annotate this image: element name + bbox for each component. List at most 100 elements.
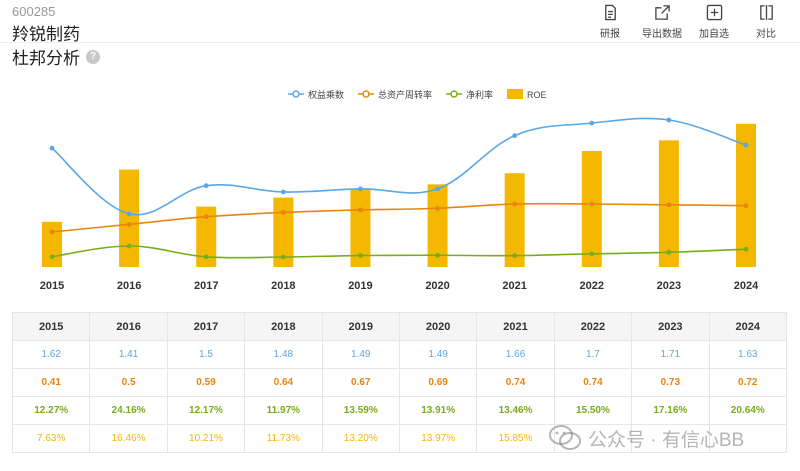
roe-bar[interactable] — [736, 123, 756, 267]
net-margin-point[interactable] — [743, 246, 749, 252]
table-cell: 16.46% — [89, 424, 168, 453]
watermark: 公众号 · 有信心BB — [548, 424, 744, 452]
header-divider — [0, 42, 800, 43]
asset-turnover-point[interactable] — [666, 202, 672, 208]
legend-label: 净利率 — [466, 89, 493, 100]
compare-button[interactable]: 对比 — [740, 4, 792, 40]
x-axis-ticks: 2015 2016 2017 2018 2019 2020 2021 2022 2023 2024 — [40, 280, 759, 292]
net-margin-point[interactable] — [666, 249, 672, 255]
legend-item[interactable]: 总资产周转率 — [358, 89, 432, 100]
legend-item[interactable]: ROE — [507, 89, 547, 100]
stock-name: 羚锐制药 — [12, 25, 80, 44]
table-cell: 24.16% — [89, 396, 168, 425]
legend-swatch-dot — [292, 90, 300, 98]
dupont-table: 2015 2016 2017 2018 2019 2020 2021 2022 2023 2024… — [11, 312, 788, 453]
table-cell: 2016 — [89, 312, 168, 341]
equity-multiplier-point[interactable] — [589, 120, 595, 126]
legend-label: 权益乘数 — [308, 89, 344, 100]
net-margin-point[interactable] — [126, 243, 132, 249]
roe-bar[interactable] — [427, 184, 448, 267]
table-cell: 2023 — [631, 312, 710, 341]
net-margin-point[interactable] — [512, 253, 518, 259]
roe-bar[interactable] — [196, 206, 217, 267]
net-margin-point[interactable] — [280, 254, 286, 260]
table-cell: 0.67 — [321, 368, 400, 397]
toolbar: 研报 导出数据 加自选 对比 — [584, 4, 792, 40]
table-cell — [631, 424, 710, 453]
legend-swatch — [507, 89, 523, 99]
roe-bars — [42, 123, 756, 267]
asset-turnover-point[interactable] — [435, 205, 440, 211]
asset-turnover-point[interactable] — [743, 203, 749, 209]
table-cell: 2019 — [321, 312, 400, 341]
net-margin-point[interactable] — [49, 254, 55, 260]
equity-multiplier-point[interactable] — [203, 183, 209, 189]
asset-turnover-point[interactable] — [49, 229, 55, 235]
help-icon[interactable]: ? — [86, 49, 100, 64]
x-tick-label: 2024 — [734, 280, 759, 292]
table-cell: 0.69 — [398, 368, 478, 397]
table-cell: 1.41 — [89, 340, 168, 369]
legend-item[interactable]: 净利率 — [446, 89, 493, 100]
net-margin-point[interactable] — [589, 251, 595, 257]
export-button[interactable]: 导出数据 — [636, 4, 688, 40]
table-cell: 15.50% — [553, 396, 633, 425]
wechat-icon — [549, 425, 581, 450]
table-cell: 1.71 — [631, 340, 710, 369]
table-row-equity-multiplier: 1.62 1.41 1.5 1.48 1.49 1.49 1.66 1.7 1.71 1.63 — [11, 340, 788, 369]
roe-bar[interactable] — [273, 197, 294, 267]
equity-multiplier-point[interactable] — [666, 117, 672, 123]
watermark-text: 公众号 · 有信心BB — [588, 429, 745, 451]
table-cell: 11.73% — [244, 424, 323, 453]
net-margin-point[interactable] — [358, 253, 363, 258]
roe-bar[interactable] — [581, 151, 602, 267]
chart-lines — [49, 117, 749, 260]
table-cell: 0.59 — [166, 368, 246, 397]
table-cell: 2015 — [11, 312, 91, 341]
equity-multiplier-point[interactable] — [435, 186, 440, 192]
table-cell: 17.16% — [631, 396, 710, 425]
asset-turnover-point[interactable] — [203, 214, 209, 220]
equity-multiplier-point[interactable] — [126, 211, 132, 217]
asset-turnover-point[interactable] — [126, 221, 132, 227]
legend-swatch-dot — [450, 90, 458, 98]
equity-multiplier-point[interactable] — [49, 145, 55, 151]
x-tick-label: 2019 — [348, 280, 372, 292]
section-title: 杜邦分析 ? — [12, 44, 100, 69]
roe-bar[interactable] — [504, 173, 525, 267]
table-header-row: 2015 2016 2017 2018 2019 2020 2021 2022 2023 2024 — [11, 312, 788, 341]
table-cell: 1.63 — [708, 340, 788, 369]
roe-bar[interactable] — [119, 169, 140, 267]
export-icon — [654, 5, 670, 20]
table-cell: 0.5 — [89, 368, 168, 397]
table-cell — [708, 424, 788, 453]
asset-turnover-point[interactable] — [358, 207, 363, 213]
table-cell: 1.5 — [166, 340, 246, 369]
table-cell: 13.91% — [398, 396, 478, 425]
net-margin-point[interactable] — [435, 252, 440, 258]
net-margin-point[interactable] — [203, 254, 209, 260]
table-cell: 2017 — [166, 312, 246, 341]
equity-multiplier-point[interactable] — [358, 186, 363, 192]
table-cell: 0.73 — [631, 368, 710, 397]
x-tick-label: 2015 — [40, 280, 64, 292]
x-tick-label: 2023 — [657, 280, 681, 292]
table-cell: 13.46% — [476, 396, 555, 425]
roe-bar[interactable] — [350, 188, 371, 267]
asset-turnover-point[interactable] — [280, 210, 286, 215]
net-margin-line — [51, 245, 747, 259]
equity-multiplier-point[interactable] — [743, 142, 749, 148]
table-cell: 2024 — [708, 312, 788, 341]
legend-label: ROE — [527, 90, 547, 100]
asset-turnover-point[interactable] — [512, 201, 518, 207]
roe-bar[interactable] — [42, 221, 62, 267]
equity-multiplier-point[interactable] — [512, 133, 518, 139]
legend-item[interactable]: 权益乘数 — [288, 89, 344, 100]
report-button[interactable]: 研报 — [584, 4, 636, 40]
table-cell: 12.17% — [166, 396, 246, 425]
asset-turnover-line — [51, 202, 747, 233]
add-watchlist-button[interactable]: 加自选 — [688, 4, 740, 40]
table-cell: 1.62 — [11, 340, 91, 369]
equity-multiplier-point[interactable] — [280, 189, 286, 195]
asset-turnover-point[interactable] — [589, 201, 595, 207]
